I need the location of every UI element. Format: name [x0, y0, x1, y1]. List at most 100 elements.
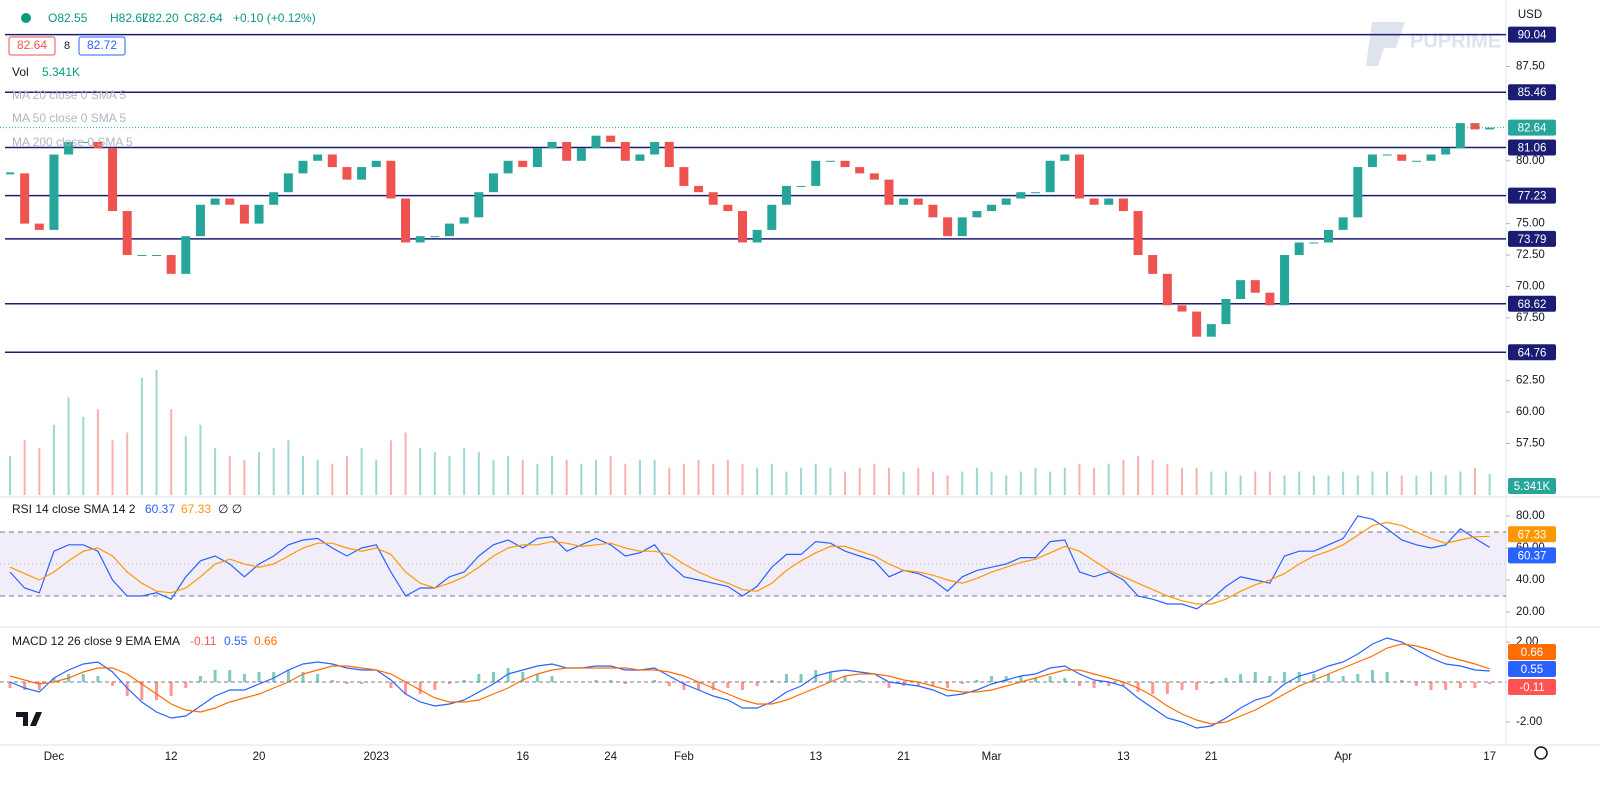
histogram-bar: [1400, 680, 1404, 682]
histogram-bar: [228, 670, 232, 682]
histogram-bar: [1356, 674, 1360, 682]
candle: [1470, 123, 1480, 130]
histogram-bar: [140, 682, 144, 700]
candle: [166, 255, 176, 274]
candle: [459, 217, 469, 224]
volume-bar: [1137, 455, 1140, 495]
candle: [796, 185, 806, 187]
candle: [972, 211, 982, 218]
x-tick-label: Dec: [44, 751, 65, 763]
volume-bar: [1283, 475, 1286, 495]
volume-bar: [565, 459, 568, 495]
rsi-title: RSI 14 close SMA 14 2: [12, 502, 136, 516]
volume-bar: [52, 424, 55, 495]
histogram-bar: [1488, 682, 1492, 685]
histogram-bar: [242, 674, 246, 682]
candle: [781, 185, 791, 205]
bid-box[interactable]: [8, 36, 56, 56]
candle: [488, 173, 498, 193]
volume-bar: [433, 452, 436, 495]
volume-bar: [126, 432, 129, 495]
volume-bar: [1298, 471, 1301, 495]
low: L82.20: [142, 11, 179, 25]
histogram-bar: [550, 676, 554, 682]
macd-title: MACD 12 26 close 9 EMA EMA: [12, 634, 180, 648]
volume-bar: [228, 455, 231, 495]
candle: [811, 160, 821, 186]
ma-label[interactable]: MA 50 close 0 SMA 5: [12, 111, 126, 125]
histogram-bar: [330, 680, 334, 682]
histogram-bar: [828, 672, 832, 682]
histogram-bar: [8, 682, 12, 688]
settings-icon[interactable]: [1534, 746, 1548, 760]
candle: [503, 160, 513, 174]
histogram-bar: [1370, 670, 1374, 682]
candle: [239, 204, 249, 224]
candle: [1074, 154, 1084, 199]
ma-label[interactable]: MA 200 close 0 SMA 5: [12, 135, 133, 149]
histogram-bar: [286, 670, 290, 682]
x-tick-label: 20: [253, 751, 266, 763]
volume-bar: [1254, 471, 1257, 495]
currency[interactable]: USD: [1518, 9, 1542, 21]
candle: [1485, 127, 1495, 130]
histogram-bar: [990, 676, 994, 682]
candle: [34, 223, 44, 230]
histogram-bar: [1165, 682, 1169, 694]
open: O82.55: [48, 11, 88, 25]
histogram-bar: [609, 680, 613, 682]
y-tick-label: 62.50: [1516, 375, 1545, 387]
histogram-bar: [301, 672, 305, 682]
candle: [1060, 154, 1070, 161]
histogram-bar: [667, 682, 671, 686]
ma-label[interactable]: MA 20 close 0 SMA 5: [12, 88, 126, 102]
histogram-bar: [799, 674, 803, 682]
volume-bar: [9, 455, 11, 495]
macd-last-label: 0.66: [1521, 647, 1543, 659]
volume-bar: [624, 463, 627, 495]
histogram-bar: [1034, 678, 1037, 682]
histogram-bar: [257, 672, 261, 682]
candle: [1177, 305, 1187, 312]
last-price-label-bg: [1508, 119, 1556, 136]
volume-bar: [375, 459, 378, 495]
ask-box[interactable]: [78, 36, 126, 56]
rsi-line: [9, 521, 1490, 605]
spread: 8: [64, 40, 70, 52]
level-label-bg: [1508, 344, 1556, 361]
level-label: 68.62: [1518, 299, 1547, 311]
volume-bar: [961, 471, 964, 495]
candle: [1426, 154, 1436, 161]
histogram-bar: [418, 682, 422, 694]
volume-bar: [1474, 467, 1476, 495]
volume-bar: [140, 377, 143, 495]
volume-bar: [302, 455, 304, 495]
candle: [694, 185, 704, 193]
change: +0.10 (+0.12%): [233, 11, 316, 25]
volume-bar: [1342, 471, 1345, 495]
histogram-bar: [316, 674, 320, 682]
histogram-bar: [931, 682, 935, 686]
volume-bar: [1181, 467, 1183, 495]
histogram-bar: [52, 678, 56, 682]
bid: 82.64: [17, 38, 47, 52]
histogram-bar: [1209, 682, 1213, 684]
histogram-bar: [1473, 682, 1477, 688]
volume-bar: [668, 467, 671, 495]
y-tick-label: 70.00: [1516, 280, 1545, 292]
histogram-bar: [858, 680, 862, 682]
candle: [1089, 198, 1099, 205]
histogram-bar: [755, 682, 759, 686]
candle: [371, 160, 381, 168]
level-label-bg: [1508, 84, 1556, 101]
signal-value: 0.66: [254, 634, 278, 648]
histogram-bar: [1429, 682, 1433, 690]
brand: PUPRIME: [1410, 30, 1501, 52]
volume-bar: [463, 448, 466, 495]
candle: [401, 198, 411, 243]
volume-bar: [814, 463, 817, 495]
candle: [1280, 255, 1290, 306]
histogram-bar: [711, 682, 715, 690]
y-tick-label: 20.00: [1516, 606, 1545, 618]
